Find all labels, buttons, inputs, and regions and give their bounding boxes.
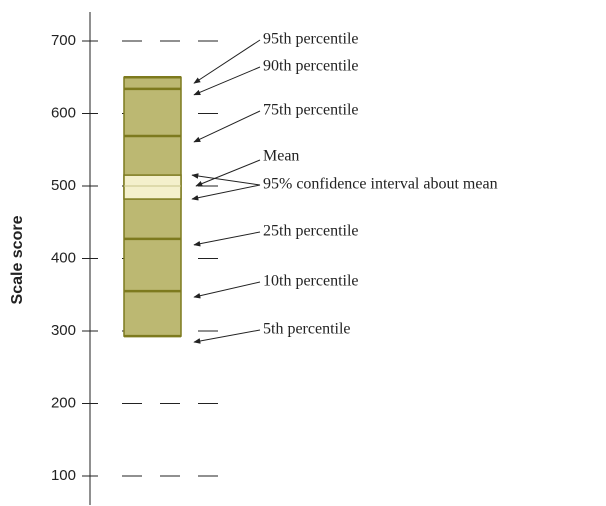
- annotation-arrow: [193, 39, 261, 84]
- y-tick-label: 100: [51, 467, 76, 484]
- annotation-label: 5th percentile: [263, 321, 351, 338]
- annotation-label: 95th percentile: [263, 31, 359, 48]
- annotation-label: 90th percentile: [263, 58, 359, 75]
- y-tick-label: 500: [51, 177, 76, 194]
- annotation-arrow: [193, 231, 261, 247]
- annotation-label: 10th percentile: [263, 273, 359, 290]
- annotation-label: 95% confidence interval about mean: [263, 176, 498, 193]
- y-axis-title: Scale score: [9, 215, 26, 304]
- y-tick-label: 600: [51, 104, 76, 121]
- y-tick-label: 300: [51, 322, 76, 339]
- annotation-label: Mean: [263, 148, 299, 165]
- annotation-arrow: [193, 329, 261, 344]
- confidence-band: [123, 174, 182, 200]
- annotation-label: 75th percentile: [263, 102, 359, 119]
- y-tick-label: 200: [51, 394, 76, 411]
- annotation-arrow: [191, 173, 261, 186]
- y-tick-label: 400: [51, 249, 76, 266]
- y-tick-label: 700: [51, 32, 76, 49]
- annotation-arrow: [191, 184, 261, 201]
- annotation-arrow: [195, 159, 261, 187]
- annotation-arrow: [193, 66, 261, 96]
- annotation-arrow: [193, 110, 261, 143]
- annotation-label: 25th percentile: [263, 223, 359, 240]
- percentile-bar: [123, 76, 182, 337]
- annotation-arrow: [193, 281, 261, 299]
